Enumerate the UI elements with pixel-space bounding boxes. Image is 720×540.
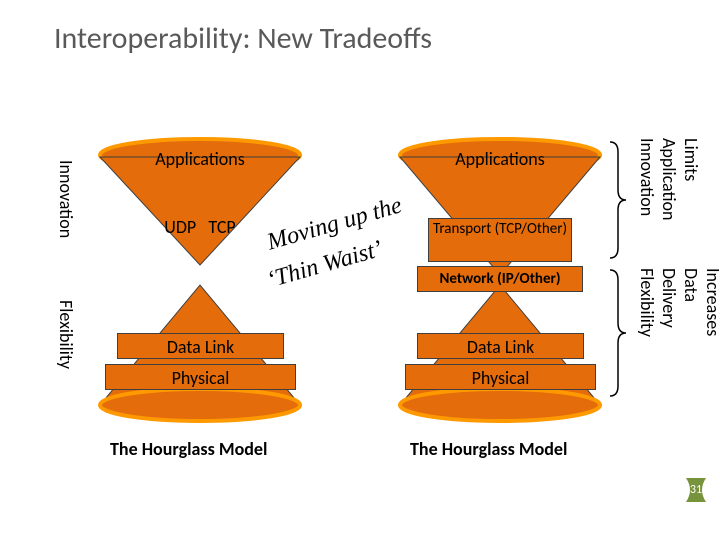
right-datalink-label: Data Link	[417, 336, 584, 358]
right-label-upper-3: Innovation	[636, 138, 658, 216]
right-network-label: Network (IP/Other)	[417, 270, 583, 288]
right-caption: The Hourglass Model	[410, 438, 567, 460]
right-label-upper-1: Limits	[680, 138, 702, 181]
right-label-lower-1: Increases	[702, 268, 720, 336]
left-label-innovation: Innovation	[55, 160, 77, 238]
right-upper-bracket	[608, 140, 628, 260]
right-label-lower-4: Flexibility	[636, 268, 658, 337]
slide-title: Interoperability: New Tradeoffs	[54, 20, 432, 57]
right-label-upper-2: Application	[658, 138, 680, 221]
left-top-label: Applications	[110, 148, 290, 170]
left-physical-label: Physical	[105, 367, 296, 389]
right-label-lower-2: Data	[680, 268, 702, 302]
right-lower-bracket	[608, 268, 628, 398]
slide-number-text: 31	[690, 483, 702, 497]
left-waist-label: UDP TCP	[130, 216, 270, 238]
right-top-label: Applications	[410, 148, 590, 170]
right-label-lower-3: Delivery	[658, 268, 680, 328]
right-physical-label: Physical	[405, 367, 596, 389]
left-caption: The Hourglass Model	[110, 438, 267, 460]
left-datalink-label: Data Link	[117, 336, 284, 358]
slide-number-badge: 31	[682, 478, 710, 502]
left-label-flexibility: Flexibility	[55, 300, 77, 369]
right-transport-label: Transport (TCP/Other)	[428, 220, 572, 240]
